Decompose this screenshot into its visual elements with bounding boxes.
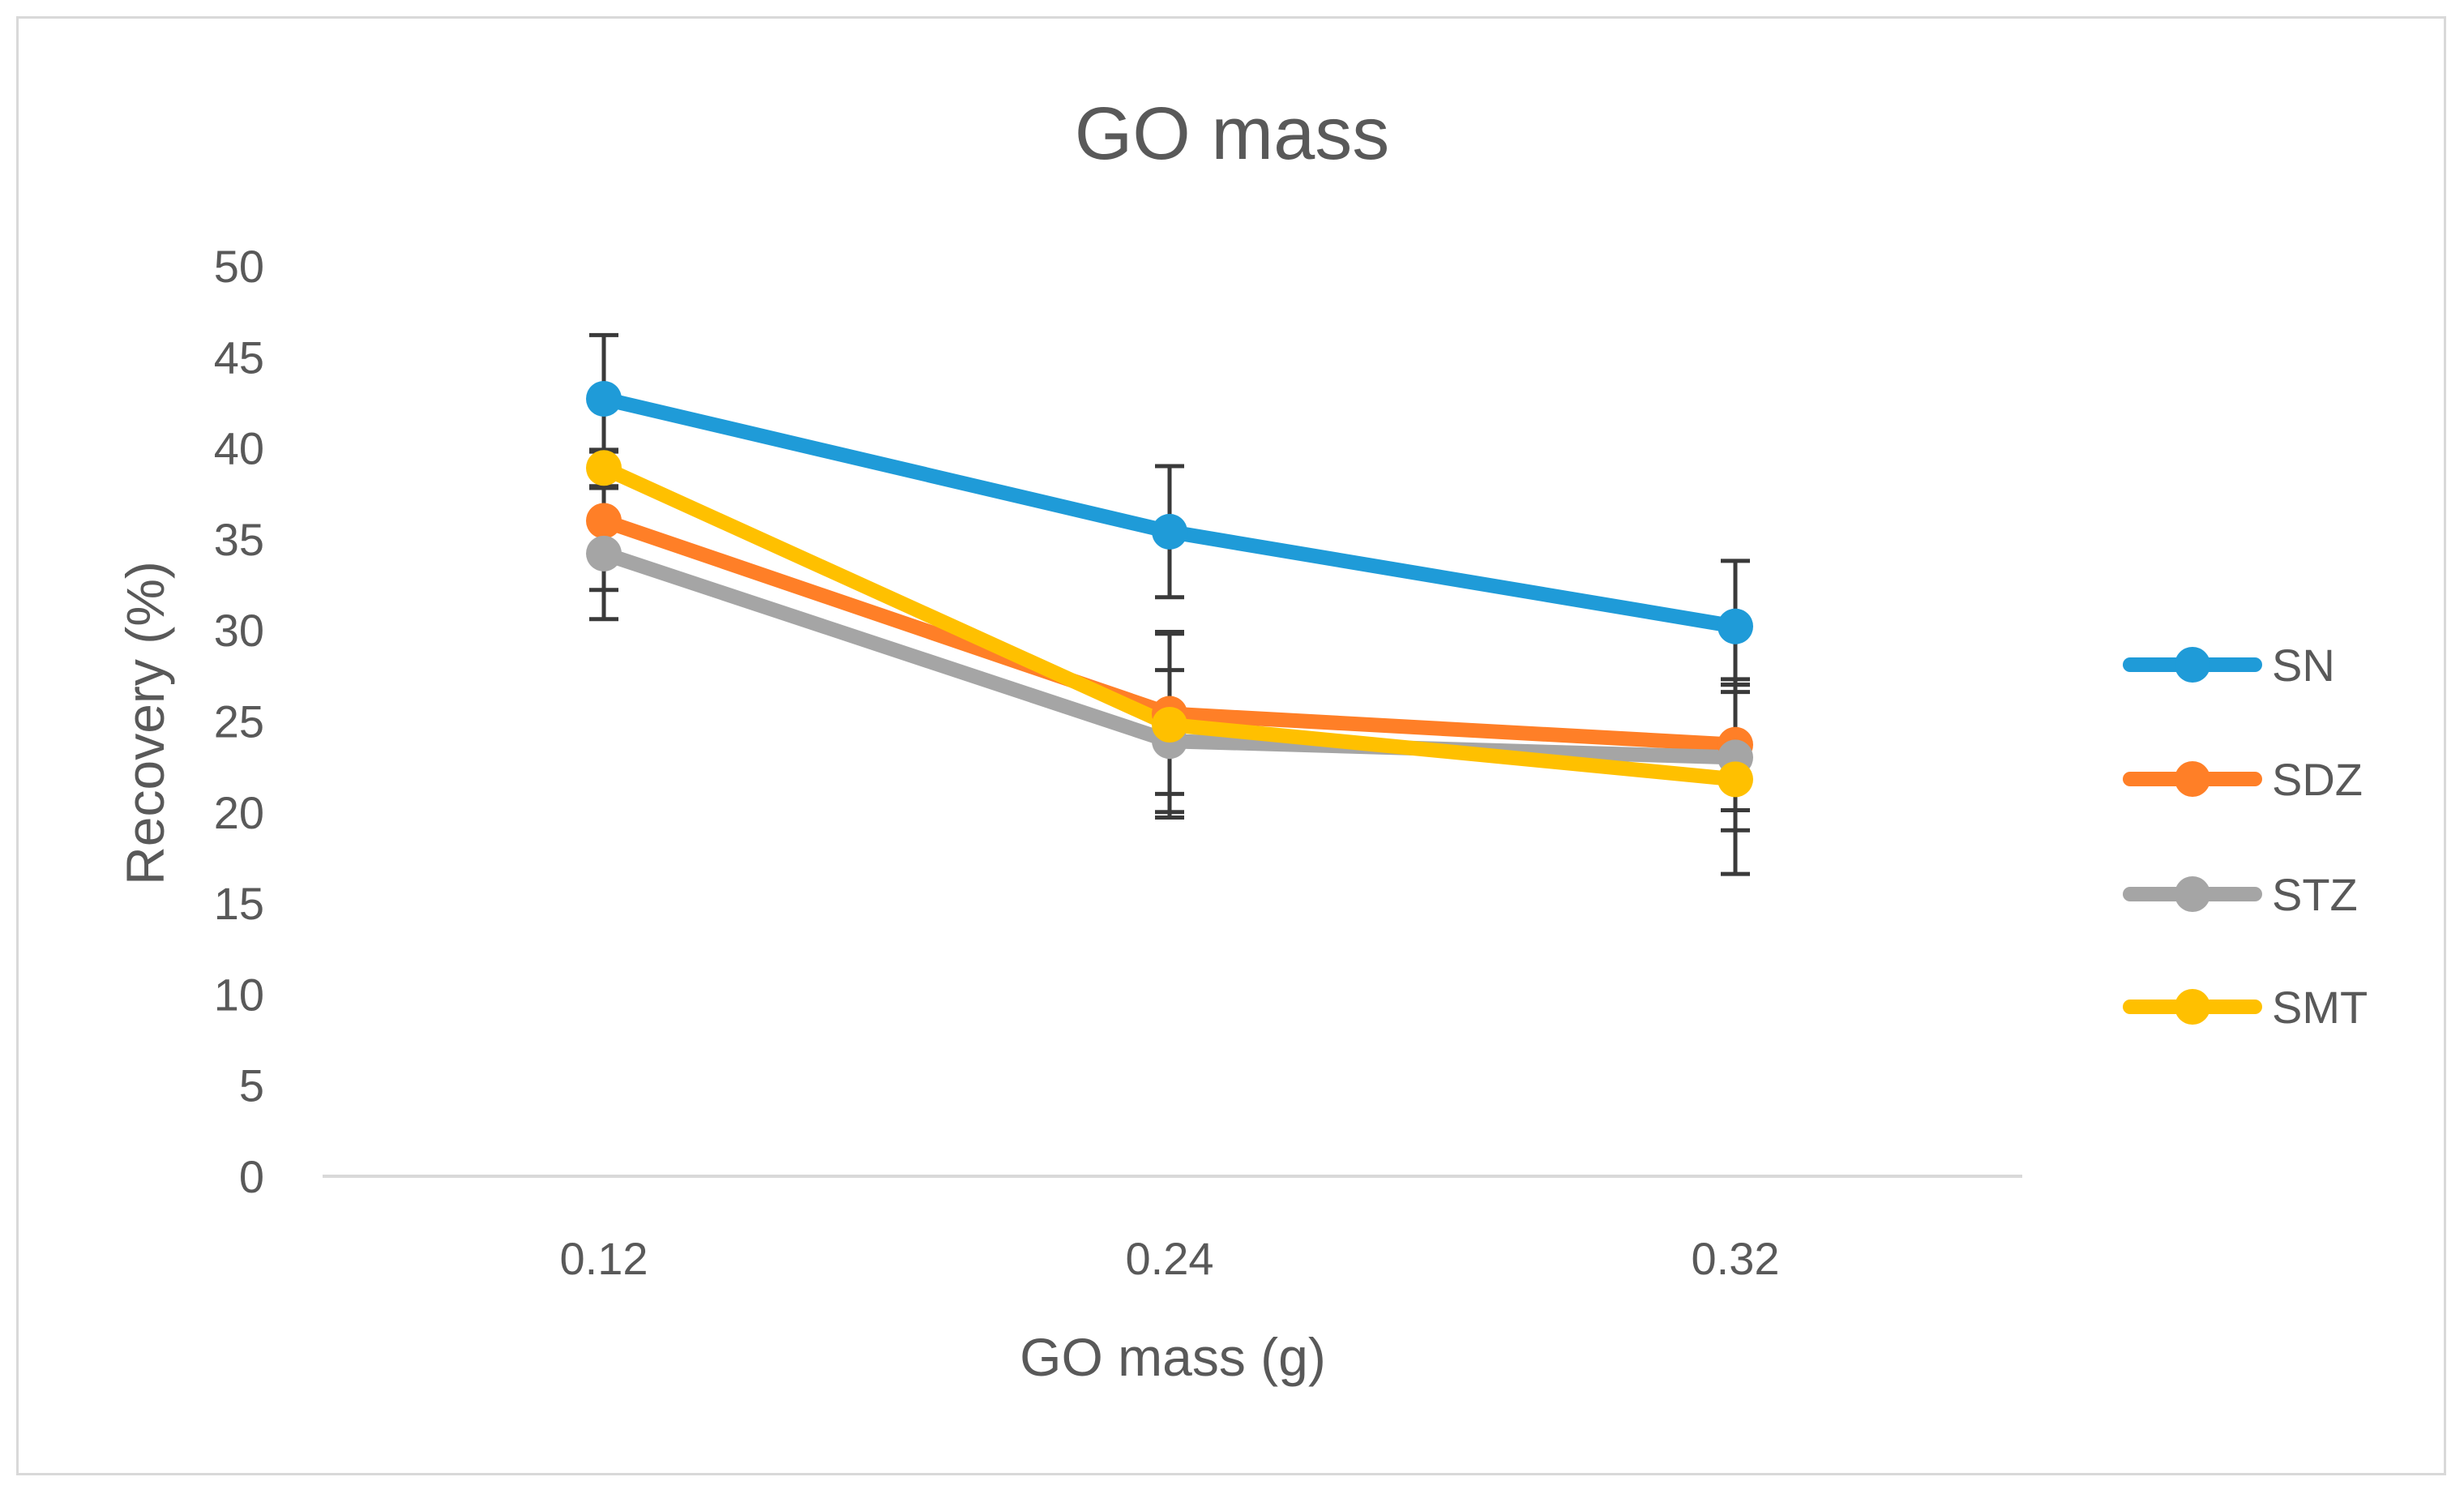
y-tick-label: 0: [239, 1151, 264, 1202]
y-tick-label: 20: [214, 787, 264, 838]
data-point-sn: [1718, 608, 1753, 644]
y-tick-label: 30: [214, 605, 264, 656]
y-tick-label: 50: [214, 241, 264, 292]
legend-label: SDZ: [2272, 754, 2363, 805]
data-point-sn: [1152, 513, 1187, 550]
legend-item-smt: SMT: [2123, 982, 2368, 1033]
y-tick-label: 5: [239, 1060, 264, 1111]
legend-item-sn: SN: [2123, 640, 2335, 691]
chart-title: GO mass: [1075, 92, 1389, 175]
legend-marker: [2175, 876, 2210, 912]
legend-label: SN: [2272, 640, 2335, 691]
x-tick-label: 0.32: [1692, 1233, 1780, 1284]
series-points: [586, 380, 1753, 798]
y-tick-label: 45: [214, 332, 264, 383]
legend-marker: [2175, 989, 2210, 1025]
data-point-smt: [1152, 706, 1187, 743]
legend-marker: [2175, 761, 2210, 797]
x-axis-ticks: 0.12 0.24 0.32: [560, 1233, 1780, 1284]
x-tick-label: 0.12: [560, 1233, 648, 1284]
y-tick-label: 40: [214, 423, 264, 474]
data-point-sdz: [586, 503, 622, 539]
legend: SN SDZ STZ SMT: [2123, 640, 2368, 1033]
x-axis-title: GO mass (g): [1020, 1327, 1326, 1387]
data-point-sn: [586, 380, 622, 417]
data-point-smt: [586, 450, 622, 486]
y-tick-label: 35: [214, 514, 264, 565]
legend-marker: [2175, 647, 2210, 683]
y-tick-label: 15: [214, 878, 264, 929]
legend-label: SMT: [2272, 982, 2368, 1033]
y-tick-label: 25: [214, 696, 264, 747]
y-tick-label: 10: [214, 969, 264, 1020]
legend-item-stz: STZ: [2123, 869, 2358, 920]
y-axis-title: Recovery (%): [115, 561, 175, 885]
legend-item-sdz: SDZ: [2123, 754, 2363, 805]
y-axis-ticks: 0 5 10 15 20 25 30 35 40 45 50: [214, 241, 264, 1202]
x-tick-label: 0.24: [1126, 1233, 1214, 1284]
data-point-stz: [586, 535, 622, 571]
data-point-smt: [1718, 761, 1753, 798]
legend-label: STZ: [2272, 869, 2358, 920]
